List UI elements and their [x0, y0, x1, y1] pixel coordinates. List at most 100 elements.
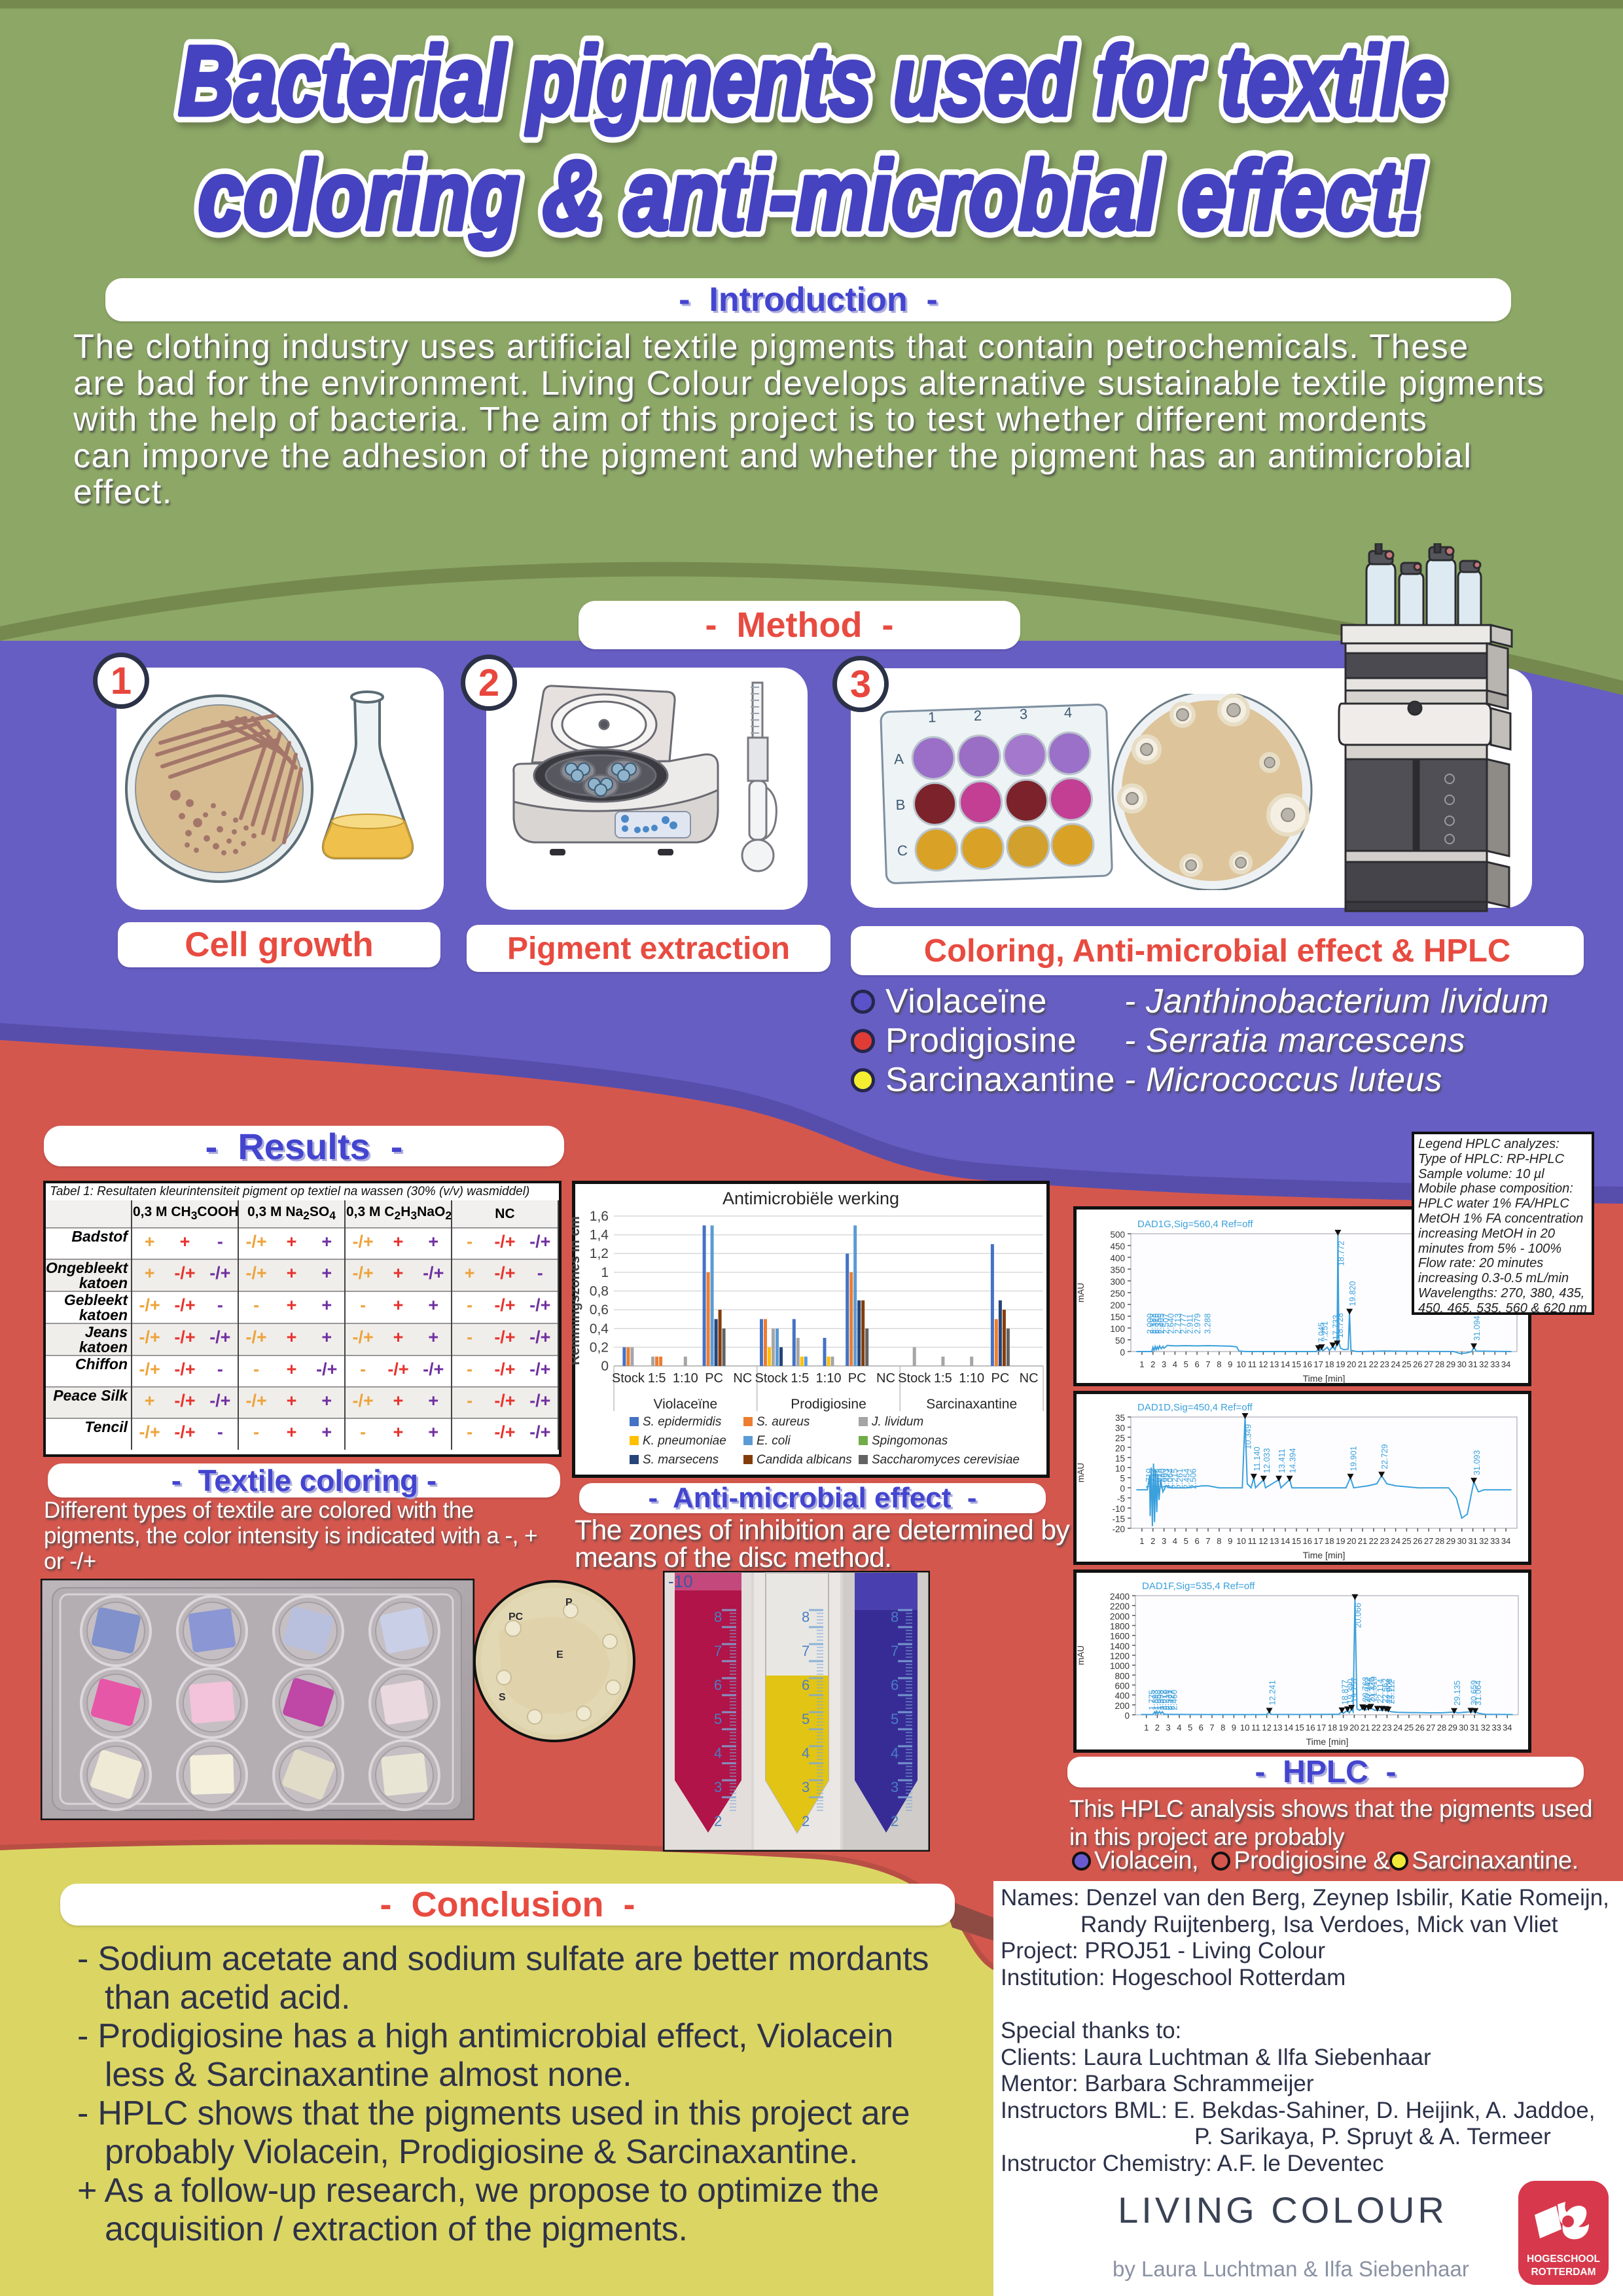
svg-text:5: 5 [802, 1711, 810, 1727]
svg-text:3: 3 [1162, 1359, 1166, 1369]
svg-text:25: 25 [1115, 1433, 1125, 1443]
svg-text:-15: -15 [1112, 1515, 1125, 1524]
svg-text:6: 6 [1194, 1536, 1199, 1546]
svg-text:mAU: mAU [1076, 1283, 1086, 1302]
svg-text:2.454: 2.454 [1182, 1469, 1191, 1489]
svg-text:400: 400 [1110, 1253, 1125, 1263]
svg-text:28: 28 [1435, 1536, 1444, 1546]
svg-text:A: A [894, 751, 904, 768]
svg-text:28: 28 [1435, 1359, 1444, 1369]
svg-text:Stock: Stock [612, 1371, 645, 1386]
svg-text:24: 24 [1391, 1536, 1400, 1546]
svg-text:2.460: 2.460 [1170, 1690, 1179, 1710]
svg-text:22.908: 22.908 [1385, 1679, 1394, 1704]
svg-text:1:10: 1:10 [959, 1371, 984, 1386]
svg-text:22.562: 22.562 [1381, 1678, 1390, 1703]
svg-text:2.911: 2.911 [1185, 1314, 1194, 1334]
svg-text:27: 27 [1426, 1723, 1435, 1732]
svg-text:DAD1G,Sig=560,4 Ref=off: DAD1G,Sig=560,4 Ref=off [1137, 1219, 1253, 1230]
svg-text:1600: 1600 [1110, 1632, 1130, 1641]
svg-text:7: 7 [802, 1643, 810, 1659]
svg-text:1:5: 1:5 [791, 1371, 809, 1386]
svg-text:2: 2 [891, 1813, 899, 1829]
svg-text:13.411: 13.411 [1277, 1448, 1287, 1473]
svg-text:8: 8 [714, 1609, 722, 1625]
svg-text:ROTTERDAM: ROTTERDAM [1531, 2267, 1596, 2278]
svg-text:15: 15 [1115, 1454, 1125, 1463]
svg-text:1.993: 1.993 [1162, 1469, 1171, 1489]
svg-text:B: B [895, 797, 906, 813]
svg-text:2.777: 2.777 [1179, 1314, 1188, 1334]
svg-text:1.893: 1.893 [1150, 1690, 1160, 1710]
svg-text:17: 17 [1317, 1723, 1326, 1732]
svg-text:2.405: 2.405 [1157, 1314, 1166, 1334]
svg-text:20: 20 [1347, 1536, 1356, 1546]
svg-text:5: 5 [714, 1711, 722, 1727]
svg-text:-10: -10 [1112, 1504, 1125, 1514]
svg-text:2.210: 2.210 [1162, 1690, 1171, 1710]
svg-text:1.892: 1.892 [1151, 1469, 1160, 1489]
svg-text:1:10: 1:10 [673, 1371, 698, 1386]
svg-text:mAU: mAU [1076, 1645, 1086, 1665]
svg-text:25: 25 [1402, 1536, 1411, 1546]
svg-text:23: 23 [1382, 1723, 1391, 1732]
svg-text:6: 6 [1199, 1723, 1204, 1732]
svg-text:29.135: 29.135 [1453, 1681, 1462, 1706]
svg-text:30: 30 [1115, 1424, 1125, 1433]
svg-text:6: 6 [1194, 1359, 1199, 1369]
svg-text:10: 10 [1236, 1359, 1245, 1369]
svg-text:2.713: 2.713 [1173, 1314, 1183, 1334]
svg-text:-20: -20 [1112, 1524, 1125, 1534]
svg-text:7.251: 7.251 [1321, 1321, 1330, 1342]
svg-text:0: 0 [1124, 1711, 1130, 1721]
svg-text:1.712: 1.712 [1148, 1469, 1157, 1489]
svg-text:E. coli: E. coli [757, 1434, 791, 1448]
svg-text:20: 20 [1347, 1359, 1356, 1369]
svg-text:25: 25 [1404, 1723, 1414, 1732]
svg-text:2400: 2400 [1110, 1592, 1130, 1602]
svg-text:2.064: 2.064 [1166, 1469, 1175, 1489]
svg-text:8: 8 [802, 1609, 810, 1625]
svg-text:4: 4 [714, 1745, 722, 1761]
svg-text:29: 29 [1448, 1723, 1457, 1732]
svg-text:1,2: 1,2 [590, 1246, 609, 1261]
svg-text:10: 10 [1236, 1536, 1245, 1546]
svg-text:24: 24 [1391, 1359, 1400, 1369]
svg-text:0,2: 0,2 [590, 1340, 609, 1355]
svg-text:22.729: 22.729 [1380, 1444, 1389, 1469]
svg-text:PC: PC [705, 1371, 723, 1386]
svg-text:Bacterial pigments used for te: Bacterial pigments used for textile [179, 26, 1445, 135]
svg-text:21: 21 [1361, 1723, 1370, 1732]
svg-text:1.953: 1.953 [1153, 1690, 1162, 1710]
svg-text:4: 4 [1063, 704, 1072, 721]
svg-text:30.659: 30.659 [1469, 1680, 1478, 1705]
svg-text:3: 3 [891, 1779, 899, 1795]
svg-text:1.995: 1.995 [1156, 1690, 1166, 1710]
svg-text:J. lividum: J. lividum [871, 1415, 923, 1429]
svg-text:2.427: 2.427 [1167, 1690, 1176, 1710]
svg-text:300: 300 [1110, 1277, 1125, 1287]
svg-text:7: 7 [1205, 1536, 1210, 1546]
svg-text:500: 500 [1110, 1230, 1125, 1240]
svg-text:Sarcinaxantine: Sarcinaxantine [926, 1397, 1017, 1412]
svg-text:19: 19 [1336, 1359, 1345, 1369]
svg-text:3: 3 [1166, 1723, 1170, 1732]
svg-text:8: 8 [1217, 1359, 1221, 1369]
svg-text:S. epidermidis: S. epidermidis [643, 1415, 722, 1429]
svg-text:8: 8 [1217, 1536, 1221, 1546]
svg-text:6: 6 [891, 1677, 899, 1693]
svg-text:9: 9 [1228, 1359, 1232, 1369]
svg-text:27: 27 [1424, 1359, 1433, 1369]
svg-text:2.355: 2.355 [1154, 1314, 1163, 1334]
svg-text:HOGESCHOOL: HOGESCHOOL [1527, 2253, 1600, 2265]
svg-text:Time [min]: Time [min] [1303, 1550, 1346, 1560]
svg-text:14: 14 [1281, 1359, 1290, 1369]
svg-text:7: 7 [1205, 1359, 1210, 1369]
svg-text:1000: 1000 [1110, 1661, 1130, 1671]
svg-text:1.818: 1.818 [1154, 1469, 1164, 1489]
svg-text:S: S [499, 1692, 506, 1703]
svg-text:20: 20 [1349, 1723, 1359, 1732]
svg-text:13: 13 [1273, 1723, 1282, 1732]
svg-text:C: C [897, 842, 908, 859]
svg-text:2000: 2000 [1110, 1611, 1130, 1621]
